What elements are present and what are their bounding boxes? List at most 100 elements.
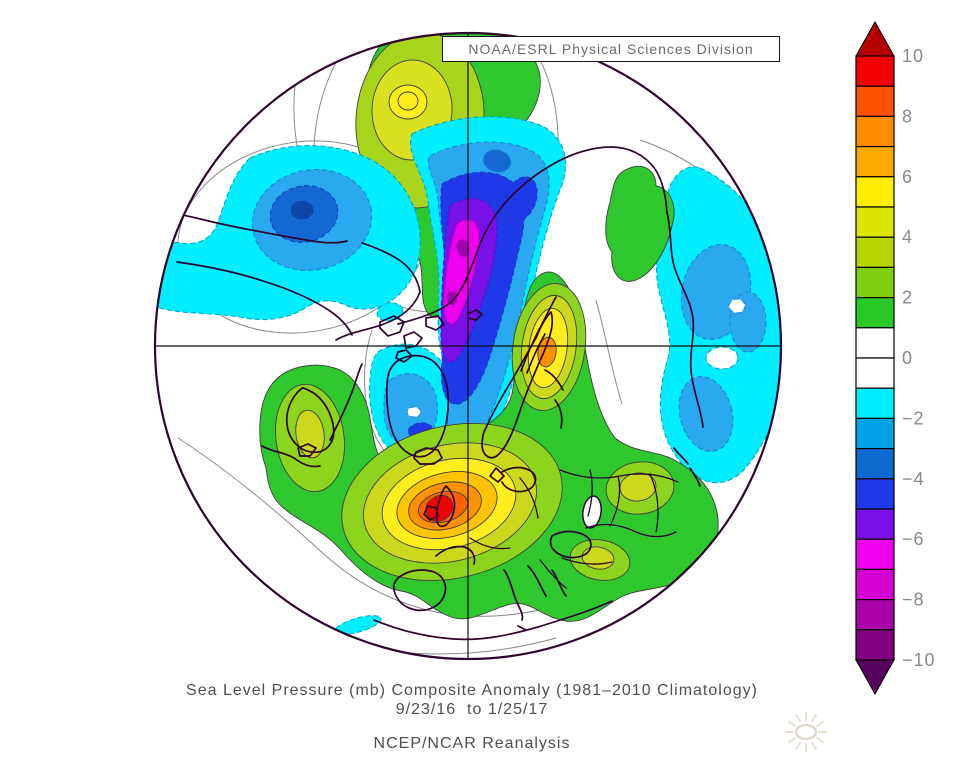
colorbar-segment (855, 266, 895, 299)
coastlines (155, 146, 704, 641)
anomaly-hole-white (705, 346, 739, 370)
coastline-white-sea (544, 369, 564, 391)
colorbar-segment (855, 538, 895, 571)
coastline-north-africa (373, 600, 613, 641)
coastline-black-sea (549, 530, 592, 559)
colorbar-arrow-down (855, 659, 895, 696)
anomaly-hole-white (728, 298, 746, 314)
positive-anomaly-east-siberia (605, 165, 675, 282)
negative-anomaly-central-arctic (410, 116, 567, 446)
border-line (609, 475, 621, 527)
colorbar-tick-label: 2 (902, 288, 913, 308)
coastline-alaska-south (176, 261, 353, 336)
colorbar-tick-label: 4 (902, 227, 913, 247)
caspian-sea (582, 495, 602, 529)
colorbar-tick-label: −8 (902, 590, 925, 610)
colorbar-segment (855, 568, 895, 601)
island-arctic (395, 349, 413, 363)
caption-date-range: 9/23/16 to 1/25/17 (395, 701, 549, 718)
anomaly-patch-lightblue (678, 376, 734, 452)
colorbar-tick-label: 0 (902, 348, 913, 368)
colorbar-segment (855, 598, 895, 631)
border-line (561, 557, 613, 565)
colorbar-tick-label: 10 (902, 46, 924, 66)
coastline-labrador (329, 363, 363, 441)
coastline-greenland (385, 354, 450, 458)
coastline-italy (503, 569, 524, 621)
coastline-baltic (501, 466, 537, 493)
noaa-psd-sun-watermark-icon (785, 712, 827, 752)
coastline-greece (551, 569, 567, 597)
anomaly-patch-mediumblue (482, 149, 512, 173)
border-line (585, 523, 677, 538)
colorbar-tick-labels: 10 8 6 4 2 0 −2 −4 −6 −8 −10 (902, 46, 936, 670)
island-arctic (379, 315, 405, 337)
colorbar-segment (855, 417, 895, 450)
colorbar-segment (855, 85, 895, 117)
coastline-okhotsk-kamchatka (666, 212, 704, 428)
caption-title: Sea Level Pressure (mb) Composite Anomal… (186, 682, 758, 699)
colorbar-segment (855, 448, 895, 480)
coastline-siberia-arctic (397, 146, 668, 325)
provider-box: NOAA/ESRL Physical Sciences Division (442, 36, 780, 62)
colorbar-tick-label: −4 (902, 469, 925, 489)
border-line (649, 473, 659, 533)
border-line (469, 537, 511, 550)
border-line (539, 559, 567, 589)
colorbar-segment (855, 146, 895, 178)
colorbar-segment (855, 176, 895, 208)
anomaly-fill-green (605, 165, 675, 282)
colorbar-tick-label: −2 (902, 408, 925, 428)
colorbar-segment (855, 629, 895, 661)
border-line (559, 469, 679, 483)
island-japan (673, 447, 689, 465)
colorbar-tick-label: 6 (902, 167, 913, 187)
colorbar-segment (855, 387, 895, 420)
projection-circle-border (153, 31, 783, 661)
island-sicily (517, 625, 527, 631)
colorbar-arrow-up (855, 20, 895, 57)
colorbar-segment (855, 478, 895, 510)
provider-label: NOAA/ESRL Physical Sciences Division (468, 41, 754, 57)
coastline-finland (554, 399, 563, 429)
coastline-novaya-zemlya (526, 333, 546, 374)
island-arctic (425, 315, 445, 331)
island-japan (689, 467, 701, 487)
colorbar-tick-label: −10 (902, 650, 936, 670)
coastline-iberia (392, 569, 447, 612)
coastline-scandinavia (481, 311, 554, 459)
coastline-novaya-zemlya (520, 296, 557, 372)
anomaly-core-blue (290, 200, 314, 220)
negative-anomaly-east-asia-pacific (655, 166, 781, 484)
anomaly-ring (397, 91, 419, 111)
island-svalbard (467, 309, 483, 321)
colorbar-segment (855, 236, 895, 268)
island-newfoundland (297, 443, 317, 457)
colorbar-segment (855, 508, 895, 540)
anomaly-core-yellow (388, 84, 428, 120)
coastline-adriatic (527, 565, 547, 597)
coastline-hudson-bay (285, 387, 335, 454)
country-borders (469, 469, 679, 589)
graticule (155, 33, 781, 659)
positive-anomaly-europe-band (259, 271, 719, 622)
island-denmark (489, 467, 505, 483)
anomaly-core-red (425, 494, 454, 522)
island-ireland (423, 505, 439, 521)
sun-body (794, 723, 818, 741)
island-iceland (413, 447, 443, 465)
coastline-great-britain (435, 485, 456, 528)
coastline-chukotka (155, 209, 348, 244)
colorbar-segment (855, 206, 895, 238)
border-line (587, 469, 593, 517)
coastline-st-lawrence (261, 445, 321, 468)
colorbar-segment (855, 327, 895, 359)
anomaly-core-purple (456, 238, 470, 258)
contour-line (177, 437, 577, 617)
colorbar-segment (855, 55, 895, 87)
colorbar-tick-label: −6 (902, 529, 925, 549)
island-arctic (403, 331, 423, 349)
coastline-arctic-canada (335, 291, 421, 341)
